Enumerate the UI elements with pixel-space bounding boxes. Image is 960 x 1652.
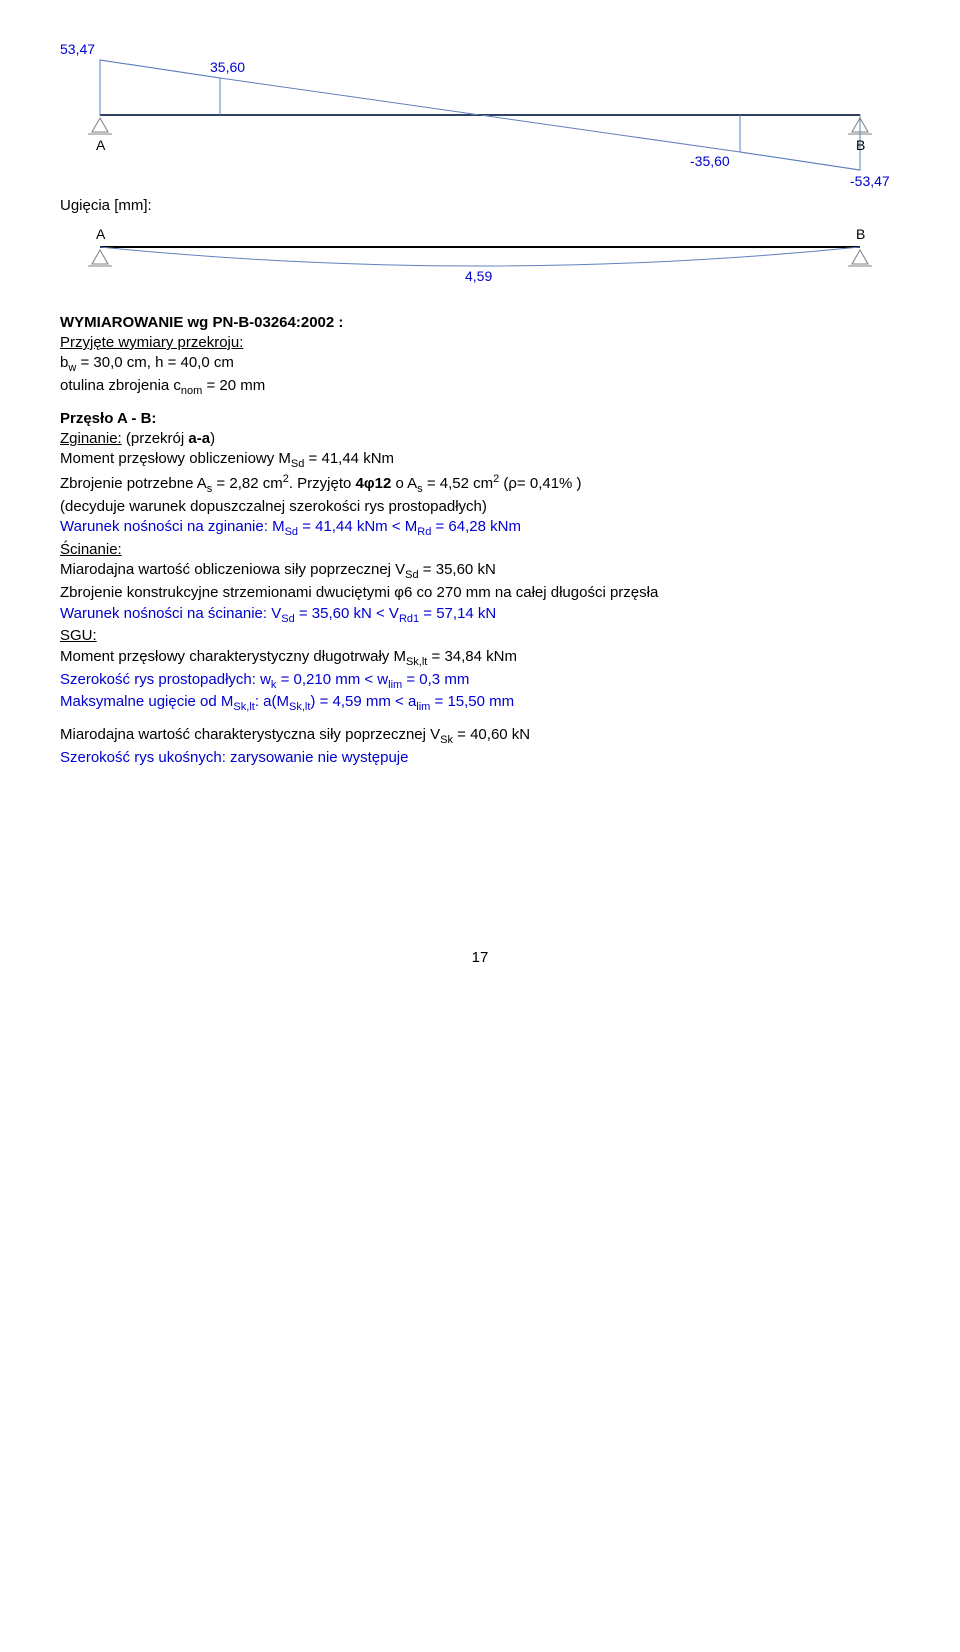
char-moment: Moment przęsłowy charakterystyczny długo… <box>60 647 900 670</box>
defl-value: 4,59 <box>465 268 492 284</box>
defl-b-label: B <box>856 226 865 242</box>
support-a-label: A <box>96 137 106 153</box>
span-title: Przęsło A - B: <box>60 409 900 429</box>
crack-width: Szerokość rys prostopadłych: wk = 0,210 … <box>60 670 900 693</box>
defl-a-label: A <box>96 226 106 242</box>
shear-midbot-value: -35,60 <box>690 153 730 169</box>
deflection-diagram: A B 4,59 <box>60 217 900 313</box>
dims-cover: otulina zbrojenia cnom = 20 mm <box>60 376 900 399</box>
shear-midtop-value: 35,60 <box>210 59 245 75</box>
char-shear: Miarodajna wartość charakterystyczna sił… <box>60 725 900 748</box>
page-number: 17 <box>60 948 900 968</box>
cross-section-line: Przyjęte wymiary przekroju: <box>60 333 900 353</box>
shear-left-value: 53,47 <box>60 41 95 57</box>
oblique-cracks: Szerokość rys ukośnych: zarysowanie nie … <box>60 748 900 768</box>
shear-right-value: -53,47 <box>850 173 890 189</box>
shear-design-value: Miarodajna wartość obliczeniowa siły pop… <box>60 560 900 583</box>
shear-header: Ścinanie: <box>60 540 900 560</box>
bending-condition: Warunek nośności na zginanie: MSd = 41,4… <box>60 517 900 540</box>
support-b-label: B <box>856 137 865 153</box>
reinforcement-needed: Zbrojenie potrzebne As = 2,82 cm2. Przyj… <box>60 472 900 497</box>
dims-bw-h: bw = 30,0 cm, h = 40,0 cm <box>60 353 900 376</box>
span-moment: Moment przęsłowy obliczeniowy MSd = 41,4… <box>60 449 900 472</box>
decides-note: (decyduje warunek dopuszczalnej szerokoś… <box>60 497 900 517</box>
sgu-header: SGU: <box>60 626 900 646</box>
max-deflection: Maksymalne ugięcie od MSk,lt: a(MSk,lt) … <box>60 692 900 715</box>
stirrups-line: Zbrojenie konstrukcyjne strzemionami dwu… <box>60 583 900 603</box>
bending-header: Zginanie: (przekrój a-a) <box>60 429 900 449</box>
shear-force-diagram: 53,47 35,60 -35,60 -53,47 A B <box>60 40 900 196</box>
deflection-title: Ugięcia [mm]: <box>60 196 900 216</box>
shear-condition: Warunek nośności na ścinanie: VSd = 35,6… <box>60 604 900 627</box>
dimensioning-heading: WYMIAROWANIE wg PN-B-03264:2002 : <box>60 313 900 333</box>
